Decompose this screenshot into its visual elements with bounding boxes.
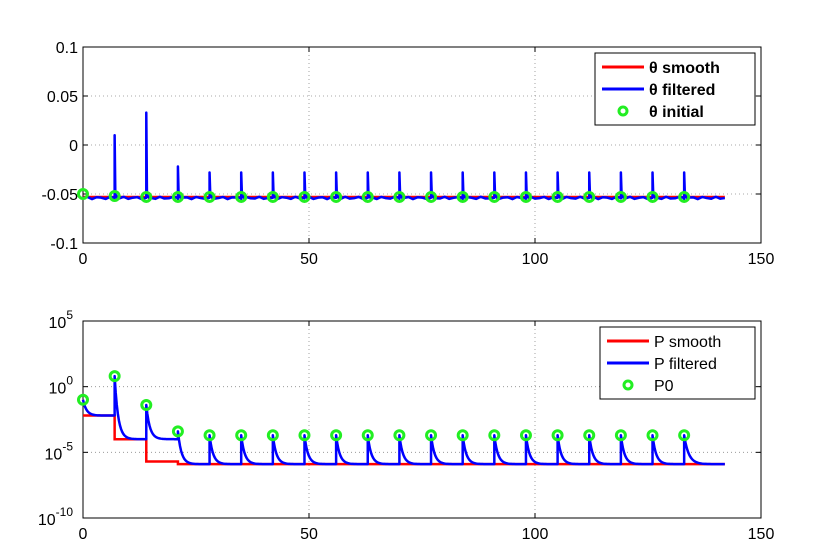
y-tick-label: 100 bbox=[49, 374, 74, 398]
p0-marker bbox=[646, 429, 659, 442]
p0-marker bbox=[488, 429, 501, 442]
theta-initial-marker bbox=[77, 188, 89, 200]
p0-marker bbox=[551, 429, 564, 442]
theta-panel: 0 50 100 150 -0.1 -0.05 0 0.05 0.1 θ smooth θ filt… bbox=[42, 40, 775, 268]
theta-initial-marker bbox=[646, 190, 659, 203]
p0-marker bbox=[266, 429, 279, 442]
legend-entry: θ filtered bbox=[649, 82, 715, 99]
p0-marker bbox=[583, 429, 596, 442]
x-tick-label: 0 bbox=[79, 251, 88, 268]
y-tick-label: 0.05 bbox=[47, 89, 78, 106]
p-smooth-line bbox=[83, 414, 725, 466]
theta-initial-marker bbox=[614, 190, 627, 203]
y-tick-base: 10 bbox=[38, 512, 56, 529]
theta-initial-marker bbox=[171, 190, 184, 203]
theta-initial-marker bbox=[361, 190, 374, 203]
x-tick-label: 0 bbox=[79, 526, 88, 543]
x-tick-label: 50 bbox=[300, 526, 318, 543]
p0-marker bbox=[235, 429, 248, 442]
y-tick-exponent: -10 bbox=[56, 505, 74, 519]
theta-initial-marker bbox=[298, 190, 311, 203]
p0-marker bbox=[393, 429, 406, 442]
legend-marker bbox=[622, 379, 634, 391]
y-tick-base: 10 bbox=[45, 446, 63, 463]
p0-marker bbox=[140, 399, 153, 412]
legend-entry: P smooth bbox=[654, 334, 721, 351]
x-tick-label: 150 bbox=[748, 251, 775, 268]
p0-marker bbox=[108, 370, 121, 383]
legend-entry: P filtered bbox=[654, 356, 717, 373]
y-tick-label: 0.1 bbox=[56, 40, 78, 57]
theta-initial-marker bbox=[330, 190, 343, 203]
y-tick-label: 10-5 bbox=[45, 439, 74, 463]
p0-marker bbox=[425, 429, 438, 442]
y-tick-label: 0 bbox=[69, 138, 78, 155]
p0-marker bbox=[330, 429, 343, 442]
x-tick-label: 50 bbox=[300, 251, 318, 268]
x-tick-label: 100 bbox=[522, 526, 549, 543]
p0-marker bbox=[456, 429, 469, 442]
x-tick-label: 150 bbox=[748, 526, 775, 543]
y-tick-exponent: 5 bbox=[66, 308, 73, 322]
theta-initial-marker bbox=[456, 190, 469, 203]
p-filtered-line bbox=[81, 374, 725, 466]
theta-initial-marker bbox=[519, 190, 532, 203]
y-tick-label: 105 bbox=[49, 308, 74, 332]
y-tick-exponent: 0 bbox=[66, 374, 73, 388]
theta-initial-marker bbox=[266, 190, 279, 203]
p0-marker bbox=[519, 429, 532, 442]
y-tick-label: -0.1 bbox=[50, 236, 78, 253]
p0-marker bbox=[361, 429, 374, 442]
p0-marker bbox=[678, 429, 691, 442]
y-tick-label: -0.05 bbox=[42, 187, 79, 204]
theta-initial-marker bbox=[140, 190, 153, 203]
y-tick-exponent: -5 bbox=[62, 439, 73, 453]
theta-initial-marker bbox=[583, 190, 596, 203]
legend-marker bbox=[617, 105, 629, 117]
theta-initial-marker bbox=[425, 190, 438, 203]
legend-entry: θ smooth bbox=[649, 60, 720, 77]
theta-filtered-line bbox=[82, 111, 726, 201]
theta-initial-marker bbox=[551, 190, 564, 203]
p0-marker bbox=[77, 393, 89, 406]
p0-marker bbox=[298, 429, 311, 442]
legend-entry: P0 bbox=[654, 378, 674, 395]
p0-marker bbox=[171, 425, 184, 438]
y-tick-base: 10 bbox=[49, 315, 67, 332]
p0-marker bbox=[203, 429, 216, 442]
theta-initial-marker bbox=[203, 190, 216, 203]
theta-initial-marker bbox=[488, 190, 501, 203]
theta-initial-marker bbox=[678, 190, 691, 203]
theta-initial-marker bbox=[108, 189, 121, 202]
x-tick-label: 100 bbox=[522, 251, 549, 268]
y-tick-base: 10 bbox=[49, 381, 67, 398]
y-tick-label: 10-10 bbox=[38, 505, 73, 529]
theta-initial-marker bbox=[235, 190, 248, 203]
legend-entry: θ initial bbox=[649, 104, 704, 121]
theta-initial-marker bbox=[393, 190, 406, 203]
p0-marker bbox=[614, 429, 627, 442]
